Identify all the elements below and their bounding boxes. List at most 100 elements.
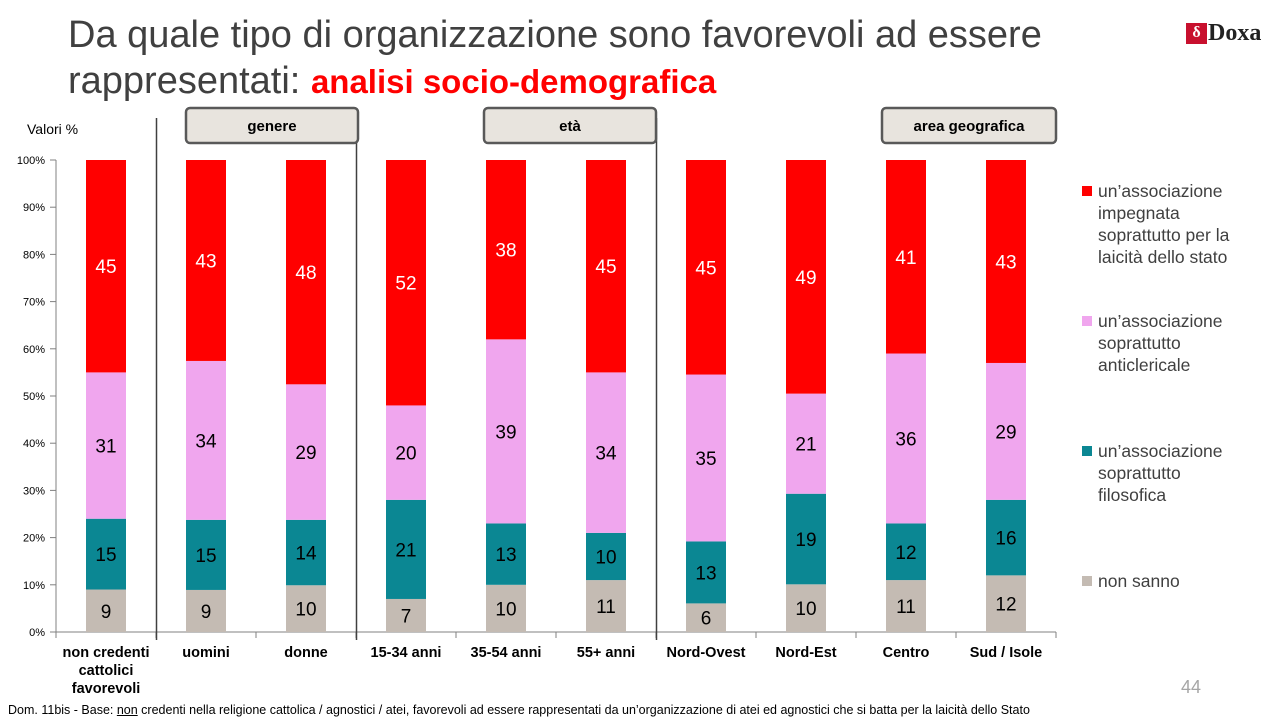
bar-segment: [586, 580, 626, 632]
bar-segment: [886, 353, 926, 524]
data-label: 34: [595, 444, 617, 465]
group-header-box: area geografica: [880, 106, 1058, 145]
bar-segment: [686, 603, 726, 632]
legend-item: un’associazione soprattutto anticlericale: [1082, 310, 1223, 376]
data-label: 21: [395, 540, 416, 561]
bar-segment: [986, 362, 1026, 500]
data-label: 13: [695, 563, 716, 584]
bar-segment: [686, 160, 726, 375]
legend-swatch: [1082, 186, 1092, 196]
footnote-prefix: Dom. 11bis - Base:: [8, 703, 117, 717]
x-tick-label: Sud / Isole: [970, 645, 1043, 661]
x-tick-label: Centro: [883, 645, 930, 661]
bar-segment: [486, 523, 526, 585]
data-label: 52: [395, 274, 416, 295]
data-label: 19: [795, 530, 816, 551]
legend-swatch: [1082, 446, 1092, 456]
x-tick-label: 15-34 anni: [371, 645, 442, 661]
x-tick-label: 55+ anni: [577, 645, 635, 661]
data-label: 7: [401, 606, 412, 627]
legend-swatch: [1082, 316, 1092, 326]
bar-segment: [386, 499, 426, 599]
y-tick-label: 30%: [23, 485, 45, 497]
bar-segment: [486, 584, 526, 632]
data-label: 10: [495, 599, 516, 620]
bar-segment: [586, 532, 626, 581]
bar-segment: [86, 589, 126, 632]
legend-item: un’associazione soprattutto filosofica: [1082, 440, 1223, 506]
group-header-bg: [880, 106, 1058, 145]
x-tick-label: non credenti: [62, 645, 149, 661]
bar-segment: [286, 585, 326, 632]
data-label: 45: [695, 258, 716, 279]
data-label: 16: [995, 529, 1016, 550]
footnote: Dom. 11bis - Base: non credenti nella re…: [8, 703, 1030, 717]
x-tick-label: Nord-Est: [775, 645, 836, 661]
bar-segment: [486, 160, 526, 340]
bar-segment: [686, 541, 726, 604]
data-label: 34: [195, 431, 217, 452]
data-label: 12: [995, 595, 1016, 616]
legend-item: un’associazione impegnata soprattutto per …: [1082, 180, 1229, 268]
bar-segment: [586, 160, 626, 373]
data-label: 39: [495, 422, 516, 443]
legend-label: un’associazione soprattutto anticlericale: [1098, 311, 1223, 375]
group-header-box: età: [482, 106, 658, 145]
y-tick-label: 40%: [23, 438, 45, 450]
data-label: 11: [896, 597, 916, 618]
bar-segment: [786, 160, 826, 394]
bar-segment: [186, 360, 226, 520]
x-tick-label: cattolici: [79, 663, 134, 679]
group-header-label: area geografica: [914, 118, 1026, 135]
bar-segment: [86, 160, 126, 373]
legend-label: non sanno: [1098, 571, 1180, 591]
data-label: 10: [595, 547, 616, 568]
bar-segment: [186, 589, 226, 632]
x-tick-label: donne: [284, 645, 328, 661]
logo-mark: δ: [1186, 22, 1207, 44]
title-highlight: analisi socio-demografica: [310, 63, 717, 100]
y-axis-label: Valori %: [27, 121, 78, 137]
data-label: 15: [195, 546, 216, 567]
y-tick-label: 90%: [23, 202, 45, 214]
data-label: 49: [795, 268, 816, 289]
data-label: 43: [195, 251, 216, 272]
footnote-rest: credenti nella religione cattolica / agn…: [137, 703, 1030, 717]
x-tick-label: uomini: [182, 645, 230, 661]
page-number: 44: [1181, 677, 1202, 697]
stacked-bar-chart: Valori % 0% 10% 20% 30% 40% 50% 60% 70% 80% 90% 100…: [17, 106, 1058, 697]
y-tick-label: 50%: [23, 391, 45, 403]
data-label: 20: [395, 444, 416, 465]
data-label: 31: [95, 437, 116, 458]
y-tick-label: 100%: [17, 155, 45, 167]
x-tick-label: 35-54 anni: [471, 645, 542, 661]
data-label: 29: [995, 422, 1016, 443]
bar-segment: [386, 160, 426, 406]
bar-segment: [586, 372, 626, 533]
bar-segment: [386, 405, 426, 500]
y-tick-label: 20%: [23, 533, 45, 545]
bar-segment: [986, 575, 1026, 632]
group-header-label: età: [559, 118, 581, 135]
data-label: 9: [101, 602, 112, 623]
bar-segment: [186, 519, 226, 590]
group-header-bg: [482, 106, 658, 145]
data-label: 29: [295, 443, 316, 464]
data-label: 10: [295, 600, 316, 621]
data-label: 12: [895, 543, 916, 564]
data-label: 15: [95, 545, 116, 566]
doxa-logo-icon: δ Doxa: [1186, 20, 1261, 46]
group-header-box: genere: [184, 106, 360, 145]
bar-segment: [86, 372, 126, 519]
bar-segment: [886, 580, 926, 632]
bar-segment: [986, 499, 1026, 576]
legend-item: non sanno: [1082, 570, 1180, 592]
data-label: 36: [895, 429, 916, 450]
bar-segment: [686, 374, 726, 542]
data-label: 38: [495, 241, 516, 262]
y-tick-label: 70%: [23, 297, 45, 309]
bar-segment: [186, 160, 226, 361]
logo-text: Doxa: [1208, 19, 1262, 46]
bar-segment: [986, 160, 1026, 363]
bar-segment: [886, 523, 926, 581]
